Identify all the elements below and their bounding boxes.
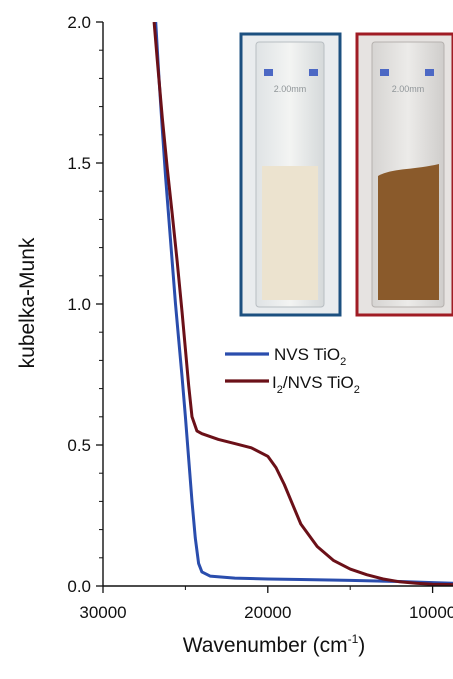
inset-photo-white-cuvette: 2.00mm — [239, 32, 342, 317]
legend-label-main: /NVS TiO — [283, 373, 354, 392]
x-axis-title-sup: -1 — [348, 632, 359, 646]
legend-label-sub1: 2 — [277, 384, 283, 396]
legend-label-sub2: 2 — [354, 384, 360, 396]
y-axis-title: kubelka-Munk — [16, 237, 39, 368]
x-tick-label: 20000 — [244, 603, 291, 622]
tick-layer: 0.0 0.5 1.0 1.5 2.0 30000 20000 10000 — [67, 13, 453, 622]
cuvette-powder — [378, 164, 439, 300]
cuvette-cap-mark — [264, 69, 273, 76]
legend-label-main: NVS TiO — [274, 345, 340, 364]
y-tick-label: 0.0 — [67, 577, 91, 596]
x-tick-label: 10000 — [409, 603, 453, 622]
series-line-i2-nvs-tio2 — [152, 22, 453, 587]
legend-label-prefix: I — [272, 373, 277, 392]
cuvette-powder — [262, 166, 318, 300]
cuvette-label: 2.00mm — [392, 84, 425, 94]
x-axis-title-main: Wavenumber (cm — [183, 634, 348, 657]
legend-label-nvs-tio2: NVS TiO2 — [274, 345, 346, 368]
legend: NVS TiO2 I2/NVS TiO2 — [225, 345, 360, 396]
y-tick-label: 0.5 — [67, 436, 91, 455]
legend-label-sub: 2 — [340, 356, 346, 368]
y-tick-label: 1.0 — [67, 295, 91, 314]
legend-label-i2-nvs-tio2: I2/NVS TiO2 — [272, 373, 360, 396]
cuvette-label: 2.00mm — [274, 84, 307, 94]
cuvette-cap-mark — [380, 69, 389, 76]
x-axis-title: Wavenumber (cm-1) — [183, 632, 366, 657]
y-tick-label: 2.0 — [67, 13, 91, 32]
series-layer — [152, 22, 453, 587]
y-tick-label: 1.5 — [67, 154, 91, 173]
series-line-nvs-tio2 — [154, 22, 453, 585]
x-tick-label: 30000 — [79, 603, 126, 622]
cuvette-cap-mark — [425, 69, 434, 76]
x-axis-title-close: ) — [358, 634, 365, 657]
inset-photo-brown-cuvette: 2.00mm — [355, 32, 453, 317]
cuvette-cap-mark — [309, 69, 318, 76]
